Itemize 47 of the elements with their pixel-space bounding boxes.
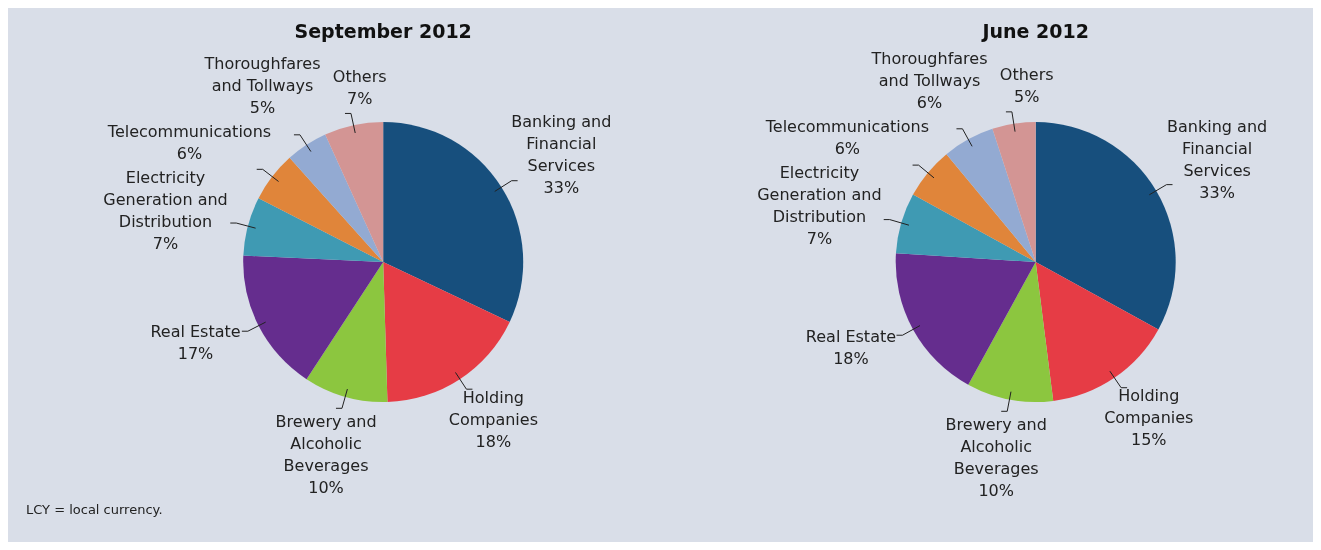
pie-slice <box>968 262 1054 402</box>
pie-slice <box>306 262 388 402</box>
data-label: 5% <box>249 97 276 117</box>
text: LCY = local currency. <box>26 502 163 517</box>
data-label: 10% <box>308 477 344 497</box>
slice-label: Thoroughfares and Tollways <box>870 49 988 91</box>
data-label: 7% <box>347 89 373 109</box>
slice-label: Electricity Generation and Distribution <box>103 167 228 231</box>
slice-label: Telecommunications <box>106 121 272 141</box>
slice-label: Brewery and Alcoholic Beverages <box>275 411 377 475</box>
data-label: 17% <box>177 344 214 364</box>
slice-label: Banking and Financial Services <box>511 112 612 176</box>
pie-slice <box>243 198 384 262</box>
data-label: 6% <box>176 143 203 163</box>
pie-slice <box>895 194 1036 262</box>
slice-label: Banking and Financial Services <box>1167 117 1268 181</box>
slice-label: Thoroughfares and Tollways <box>203 53 321 95</box>
slice-label: Others <box>332 67 387 87</box>
pie-slice <box>992 122 1036 262</box>
slice-label: Real Estate <box>805 326 897 346</box>
pie-slice <box>913 154 1036 262</box>
slice-label: Others <box>999 65 1054 85</box>
slice-label: Telecommunications <box>764 117 930 137</box>
slice-label: Electricity Generation and Distribution <box>757 163 882 227</box>
data-label: 7% <box>806 229 833 249</box>
pie-slice <box>325 122 384 262</box>
data-label: 33% <box>1199 183 1235 203</box>
data-label: 6% <box>834 139 861 159</box>
data-label: 5% <box>1014 87 1040 107</box>
slice-label: Brewery and Alcoholic Beverages <box>945 415 1047 479</box>
data-label: 18% <box>475 432 512 452</box>
pie-slice <box>946 128 1036 262</box>
data-label: 6% <box>916 93 943 113</box>
data-label: 18% <box>833 348 869 368</box>
slice-label: Holding Companies <box>1104 386 1194 428</box>
chart-title: September 2012 <box>294 20 472 42</box>
data-label: 33% <box>543 178 580 198</box>
pie-slice <box>258 157 384 262</box>
pie-slice <box>243 255 384 380</box>
data-label: 7% <box>152 233 179 253</box>
pie-slice <box>895 253 1036 385</box>
chart-title: June 2012 <box>980 20 1089 42</box>
data-label: 10% <box>978 481 1014 501</box>
slice-label: Real Estate <box>150 322 241 342</box>
slice-label: Holding Companies <box>448 388 539 430</box>
pie-slice <box>289 134 384 262</box>
data-label: 15% <box>1131 430 1167 450</box>
